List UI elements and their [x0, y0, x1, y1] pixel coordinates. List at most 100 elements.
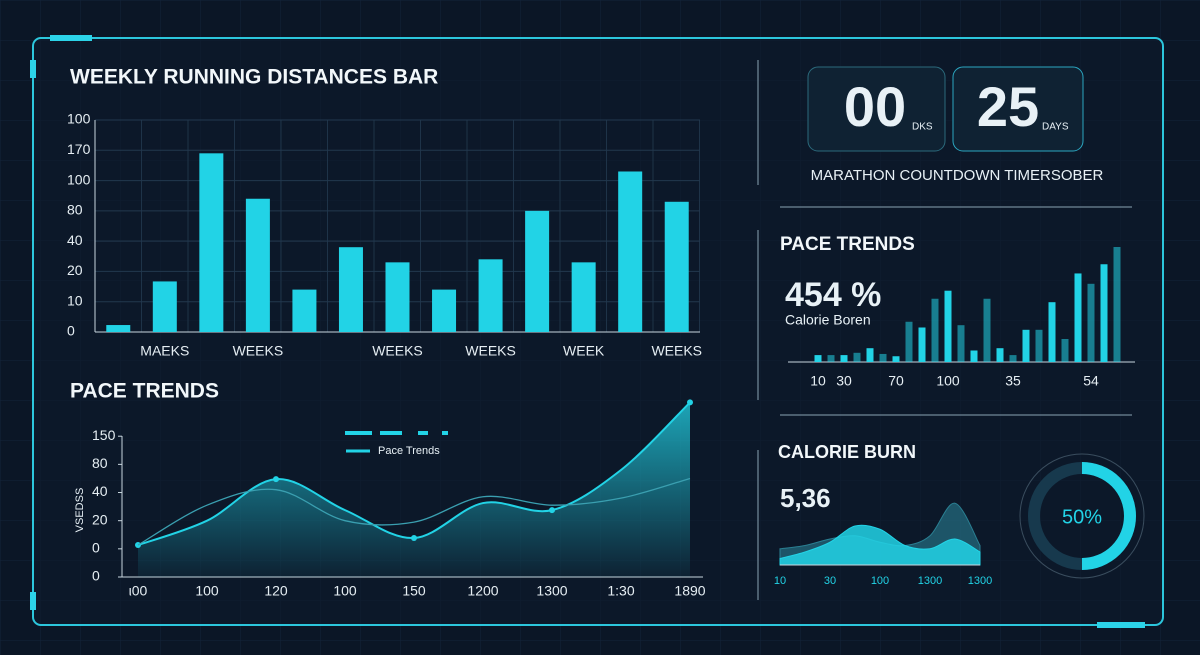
y-tick-label: 0	[92, 540, 100, 556]
chart-title: PACE TRENDS	[70, 380, 219, 403]
x-tick-label: 150	[402, 583, 426, 599]
line-area	[138, 402, 690, 577]
x-tick-label: 10	[774, 575, 786, 587]
point	[411, 534, 417, 541]
countdown-number: 25	[977, 75, 1039, 138]
countdown-label: MARATHON COUNTDOWN TIMERSOBER	[811, 167, 1104, 184]
x-tick-label: 10	[810, 373, 826, 389]
bar	[1035, 329, 1043, 362]
bar	[525, 210, 550, 332]
x-tick-label: ι00	[129, 583, 148, 599]
bar	[618, 171, 643, 332]
countdown-box	[807, 66, 946, 152]
chart-title: WEEKLY RUNNING DISTANCES BAR	[70, 66, 438, 89]
countdown-unit: DKS	[912, 122, 933, 133]
bar	[970, 350, 978, 362]
bar	[478, 259, 503, 332]
y-tick-label: 100	[67, 111, 91, 127]
x-tick-label: 30	[824, 575, 836, 587]
ring-arc	[1081, 462, 1136, 570]
bar	[385, 262, 410, 332]
frame-accent	[50, 35, 92, 41]
frame-accent	[1097, 622, 1145, 628]
bar	[879, 353, 887, 362]
x-tick-label: WEEKS	[233, 343, 284, 359]
y-tick-label: 0	[92, 568, 100, 584]
frame-accent	[30, 60, 36, 78]
bar	[1100, 264, 1108, 362]
x-tick-label: 120	[264, 583, 288, 599]
y-tick-label: 40	[92, 483, 108, 499]
legend-label: Pace Trends	[378, 445, 440, 457]
ring-outline	[1019, 453, 1145, 579]
x-tick-label: 1890	[674, 583, 705, 599]
y-tick-label: 170	[67, 141, 91, 157]
bar	[892, 356, 900, 362]
bar	[840, 355, 848, 362]
bar	[292, 289, 317, 332]
bar	[827, 355, 835, 362]
bar	[245, 198, 270, 332]
bar	[996, 348, 1004, 362]
bar	[571, 262, 596, 332]
bar	[1061, 339, 1069, 362]
stat-value: 5,36	[780, 483, 831, 513]
x-tick-label: 100	[333, 583, 357, 599]
x-tick-label: 70	[888, 373, 904, 389]
x-tick-label: 1200	[467, 583, 498, 599]
bar	[853, 352, 861, 362]
countdown-box	[952, 66, 1084, 152]
x-tick-label: 1300	[918, 575, 942, 587]
bar	[1048, 302, 1056, 362]
chart-title: PACE TRENDS	[780, 234, 915, 255]
bar	[338, 247, 363, 332]
y-tick-label: 100	[67, 171, 91, 187]
x-tick-label: 54	[1083, 373, 1099, 389]
bar	[983, 298, 991, 362]
point	[549, 507, 555, 514]
y-tick-label: 40	[67, 232, 83, 248]
y-tick-label: 80	[92, 455, 108, 471]
area	[779, 524, 981, 566]
bar	[199, 153, 224, 332]
x-tick-label: 30	[836, 373, 852, 389]
x-tick-label: WEEKS	[372, 343, 423, 359]
y-tick-label: 150	[92, 427, 116, 443]
x-tick-label: 1300	[536, 583, 567, 599]
bar	[432, 289, 457, 332]
x-tick-label: WEEKS	[465, 343, 516, 359]
bar	[664, 201, 689, 332]
bar	[1087, 283, 1095, 362]
bar	[866, 348, 874, 362]
y-tick-label: 20	[67, 262, 83, 278]
x-tick-label: 100	[195, 583, 219, 599]
bar	[1074, 273, 1082, 362]
x-tick-label: 35	[1005, 373, 1021, 389]
countdown-unit: DAYS	[1042, 122, 1069, 133]
frame-accent	[30, 592, 36, 610]
x-tick-label: WEEKS	[651, 343, 702, 359]
x-tick-label: 100	[871, 575, 889, 587]
bar	[106, 325, 131, 332]
bar	[944, 290, 952, 362]
bar	[918, 327, 926, 362]
bar	[152, 281, 177, 332]
y-tick-label: 80	[67, 202, 83, 218]
bar	[1009, 355, 1017, 362]
stat-value: 454 %	[785, 276, 881, 314]
x-tick-label: MAEKS	[140, 343, 189, 359]
y-tick-label: 0	[67, 323, 75, 339]
y-axis-label: VSEDSS	[74, 488, 86, 533]
x-tick-label: WEEK	[563, 343, 605, 359]
point	[687, 399, 693, 406]
line	[137, 477, 691, 546]
bar	[1113, 247, 1121, 362]
point	[273, 476, 279, 483]
ring-label: 50%	[1062, 506, 1102, 528]
x-tick-label: 1:30	[607, 583, 634, 599]
x-tick-label: 1300	[968, 575, 992, 587]
bar	[957, 325, 965, 362]
y-tick-label: 20	[92, 511, 108, 527]
bar	[814, 355, 822, 362]
